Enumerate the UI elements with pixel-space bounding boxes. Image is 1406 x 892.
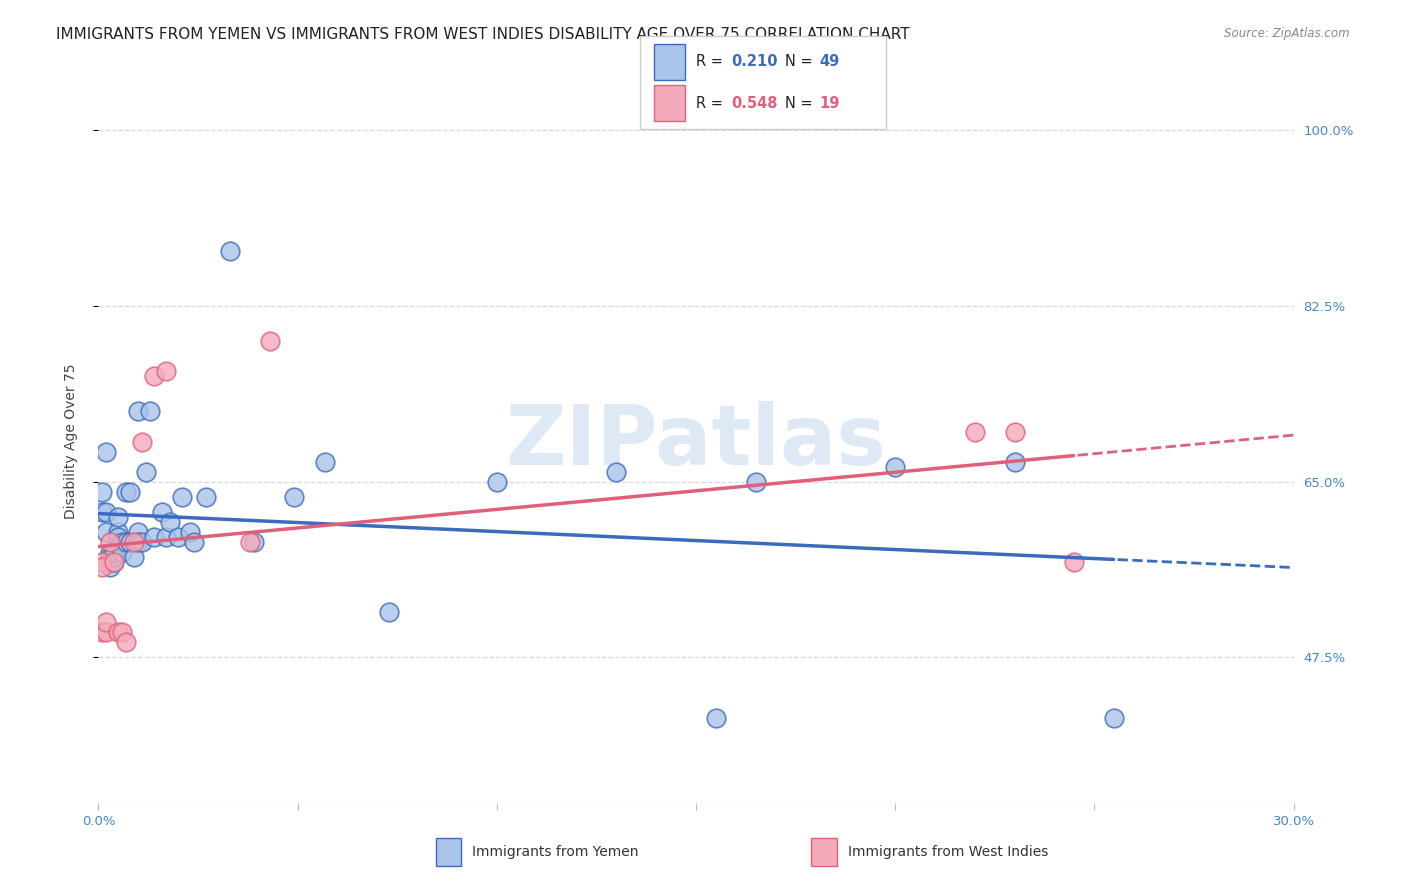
Point (155, 364, 177, 378)
Point (1063, 555, 1085, 569)
Point (167, 530, 190, 544)
Point (111, 545, 134, 559)
Point (239, 534, 262, 549)
Point (159, 515, 181, 529)
Text: Immigrants from West Indies: Immigrants from West Indies (848, 845, 1049, 859)
Point (120, 484, 142, 499)
Point (124, 549, 146, 564)
Point (745, 475, 768, 489)
Point (183, 534, 205, 549)
Point (219, 244, 242, 258)
Point (91, 625, 114, 640)
Point (150, 505, 173, 519)
Point (172, 490, 194, 504)
Point (98, 545, 122, 559)
Text: N =: N = (785, 95, 817, 111)
Point (120, 534, 142, 549)
Point (131, 534, 153, 549)
Point (139, 404, 162, 418)
Point (124, 534, 146, 549)
Point (179, 524, 201, 539)
Point (107, 509, 129, 524)
Point (96, 444, 118, 458)
Text: Source: ZipAtlas.com: Source: ZipAtlas.com (1225, 27, 1350, 40)
Point (884, 459, 907, 474)
Y-axis label: Disability Age Over 75: Disability Age Over 75 (63, 364, 77, 519)
Text: 49: 49 (820, 54, 839, 70)
Text: 0.210: 0.210 (731, 54, 778, 70)
Point (98, 534, 122, 549)
Point (315, 454, 337, 468)
Point (155, 530, 177, 544)
Point (96, 615, 118, 630)
Point (131, 434, 153, 449)
Text: Immigrants from Yemen: Immigrants from Yemen (472, 845, 638, 859)
Point (96, 505, 118, 519)
Point (91, 560, 114, 574)
Point (91, 484, 114, 499)
Point (259, 334, 281, 348)
Point (127, 524, 149, 539)
Point (115, 635, 138, 649)
Point (195, 490, 218, 504)
Point (96, 524, 118, 539)
Point (98, 560, 122, 574)
Point (96, 625, 118, 640)
Point (98, 549, 122, 564)
Point (107, 530, 129, 544)
Point (127, 534, 149, 549)
Point (243, 534, 266, 549)
Text: R =: R = (696, 54, 727, 70)
Point (115, 534, 138, 549)
Point (135, 465, 157, 479)
Point (1004, 425, 1026, 439)
Point (1104, 710, 1126, 724)
Point (103, 549, 125, 564)
Text: ZIPatlas: ZIPatlas (506, 401, 886, 482)
Point (107, 625, 129, 640)
Point (704, 710, 727, 724)
Point (963, 425, 986, 439)
Point (605, 465, 627, 479)
Point (111, 625, 134, 640)
Point (91, 555, 114, 569)
Point (103, 545, 125, 559)
Point (115, 484, 138, 499)
Point (283, 490, 305, 504)
Point (485, 475, 508, 489)
Point (98, 555, 122, 569)
Point (107, 524, 129, 539)
Text: R =: R = (696, 95, 727, 111)
Point (127, 404, 149, 418)
Point (111, 534, 134, 549)
Point (91, 505, 114, 519)
Point (1004, 454, 1026, 468)
Point (378, 605, 401, 619)
Point (143, 369, 166, 384)
Point (103, 555, 125, 569)
Point (103, 555, 125, 569)
Point (143, 530, 166, 544)
Text: 19: 19 (820, 95, 839, 111)
Text: IMMIGRANTS FROM YEMEN VS IMMIGRANTS FROM WEST INDIES DISABILITY AGE OVER 75 CORR: IMMIGRANTS FROM YEMEN VS IMMIGRANTS FROM… (56, 27, 910, 42)
Text: N =: N = (785, 54, 817, 70)
Text: 0.548: 0.548 (731, 95, 778, 111)
